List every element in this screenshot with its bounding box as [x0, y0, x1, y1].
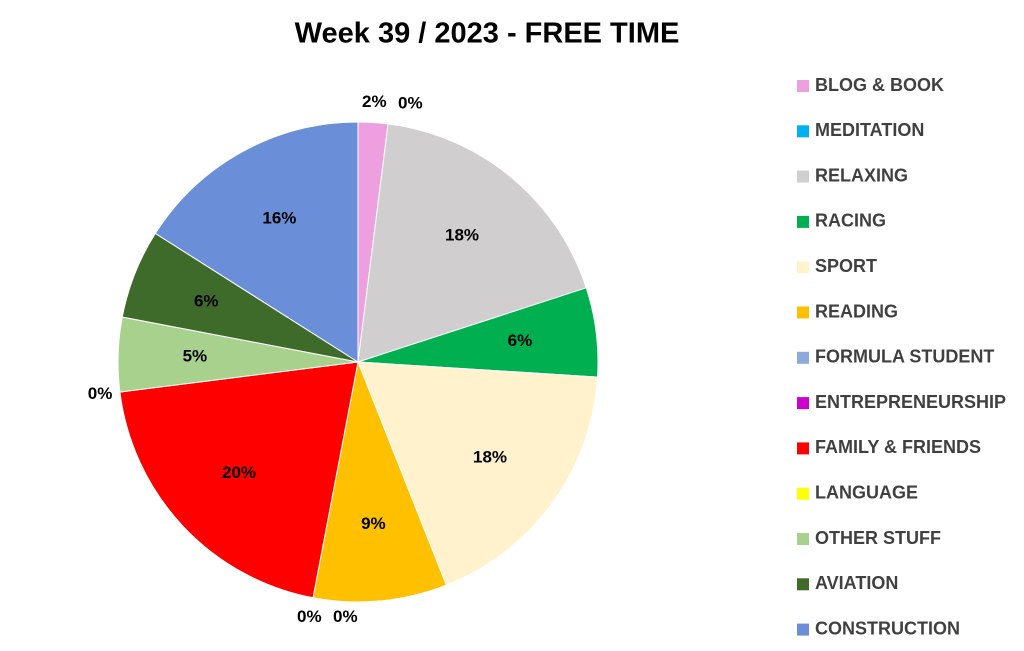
- data-label: 0%: [398, 94, 423, 113]
- legend-swatch: [797, 125, 809, 138]
- data-label: 5%: [183, 346, 208, 365]
- legend-swatch: [797, 442, 809, 455]
- pie-slice: [312, 360, 447, 603]
- pie-slice: [357, 123, 587, 363]
- data-label: 6%: [508, 331, 533, 350]
- chart-title: Week 39 / 2023 - FREE TIME: [295, 18, 680, 50]
- legend-swatch: [797, 261, 809, 274]
- legend-swatch: [797, 215, 809, 228]
- data-label: 9%: [361, 514, 386, 533]
- legend-label: MEDITATION: [815, 120, 924, 140]
- pie-slice: [357, 361, 599, 586]
- legend-label: RACING: [815, 211, 886, 231]
- legend-swatch: [797, 80, 809, 92]
- data-label: 18%: [473, 447, 507, 466]
- data-label: 18%: [445, 226, 479, 245]
- pie-slice: [119, 361, 359, 599]
- legend-label: CONSTRUCTION: [815, 618, 960, 638]
- data-label: 6%: [194, 291, 219, 310]
- legend-swatch: [797, 306, 809, 319]
- legend-label: LANGUAGE: [815, 482, 918, 502]
- legend-label: FAMILY & FRIENDS: [815, 437, 981, 457]
- pie-slice: [154, 121, 359, 363]
- legend-swatch: [797, 623, 809, 636]
- data-label: 0%: [333, 607, 358, 626]
- legend-label: BLOG & BOOK: [815, 75, 944, 95]
- legend-swatch: [797, 533, 809, 545]
- legend-label: FORMULA STUDENT: [815, 347, 994, 367]
- legend-label: SPORT: [815, 256, 877, 276]
- legend-swatch: [797, 487, 809, 500]
- legend-label: AVIATION: [815, 573, 898, 593]
- legend-swatch: [797, 170, 809, 183]
- legend-label: ENTREPRENEURSHIP: [815, 392, 1006, 412]
- legend-label: RELAXING: [815, 165, 908, 185]
- legend-swatch: [797, 351, 809, 364]
- data-label: 0%: [297, 607, 322, 626]
- data-label: 20%: [222, 463, 256, 482]
- data-label: 2%: [362, 92, 387, 111]
- legend-label: OTHER STUFF: [815, 528, 941, 548]
- legend-label: READING: [815, 301, 898, 321]
- data-label: 16%: [262, 208, 296, 227]
- data-label: 0%: [88, 384, 113, 403]
- legend-swatch: [797, 578, 809, 591]
- legend-swatch: [797, 397, 809, 410]
